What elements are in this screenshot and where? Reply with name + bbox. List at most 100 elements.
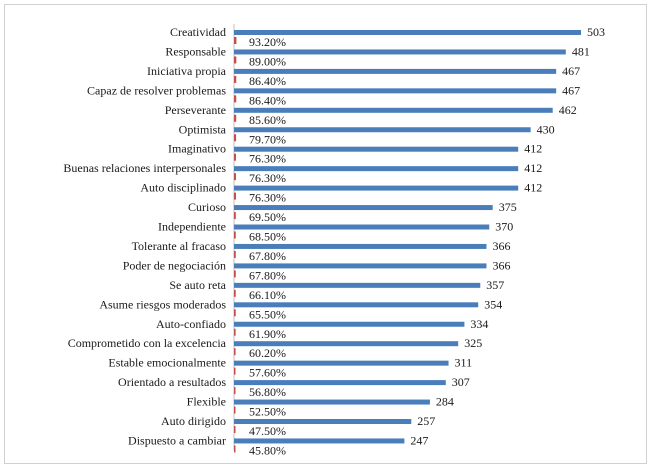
percent-label: 89.00% (249, 54, 286, 68)
bar-count (234, 282, 481, 288)
value-label: 430 (537, 122, 555, 136)
bar-percent (234, 406, 236, 414)
percent-label: 67.80% (249, 249, 286, 263)
category-label: Comprometido con la excelencia (68, 336, 227, 350)
bar-count (234, 107, 553, 113)
bar-percent (234, 75, 237, 83)
bar-percent (234, 387, 236, 395)
bar-count (234, 399, 430, 405)
percent-label: 76.30% (249, 171, 286, 185)
bar-percent (234, 37, 237, 44)
category-label: Auto dirigido (161, 414, 226, 428)
percent-label: 61.90% (249, 327, 286, 341)
value-label: 311 (455, 356, 473, 370)
percent-label: 56.80% (249, 385, 286, 399)
bar-percent (234, 250, 236, 258)
percent-label: 85.60% (249, 113, 286, 127)
bar-count (234, 243, 487, 249)
bar-percent (234, 173, 236, 181)
category-label: Flexible (187, 395, 226, 409)
bar-count (234, 68, 557, 74)
percent-label: 86.40% (249, 93, 286, 107)
category-label: Optimista (179, 122, 227, 136)
value-label: 481 (572, 44, 590, 58)
bar-count (234, 419, 412, 424)
category-label: Buenas relaciones interpersonales (63, 161, 226, 175)
percent-label: 47.50% (249, 424, 286, 438)
bar-percent (234, 56, 237, 64)
bar-percent (234, 114, 237, 122)
category-label: Imaginativo (168, 142, 226, 156)
category-label: Curioso (188, 200, 226, 214)
bar-count (234, 263, 487, 269)
category-label: Orientado a resultados (118, 375, 226, 389)
percent-label: 57.60% (249, 366, 286, 380)
bar-count (234, 438, 405, 444)
value-label: 503 (587, 25, 605, 39)
value-label: 334 (470, 317, 488, 331)
value-label: 247 (410, 433, 428, 447)
bar-percent (234, 328, 236, 336)
value-label: 357 (486, 278, 504, 292)
percent-label: 60.20% (249, 346, 286, 360)
value-label: 307 (452, 375, 470, 389)
value-label: 467 (562, 64, 580, 78)
bar-percent (234, 153, 236, 161)
bar-count (234, 302, 479, 308)
value-label: 412 (524, 142, 542, 156)
value-label: 412 (524, 161, 542, 175)
bar-count (234, 185, 519, 191)
percent-label: 67.80% (249, 268, 286, 282)
bar-percent (234, 212, 236, 220)
percent-label: 68.50% (249, 230, 286, 244)
category-label: Auto-confiado (156, 317, 226, 331)
value-label: 412 (524, 181, 542, 195)
bar-percent (234, 309, 236, 317)
value-label: 284 (436, 395, 454, 409)
percent-label: 65.50% (249, 307, 286, 321)
percent-label: 93.20% (249, 35, 286, 49)
bar-percent (234, 134, 237, 142)
bar-count (234, 341, 459, 347)
category-label: Perseverante (165, 103, 226, 117)
category-label: Se auto reta (169, 278, 226, 292)
category-label: Capaz de resolver problemas (87, 83, 226, 97)
percent-label: 52.50% (249, 405, 286, 419)
bar-percent (234, 231, 236, 239)
category-label: Dispuesto a cambiar (128, 433, 226, 447)
percent-label: 76.30% (249, 152, 286, 166)
bar-count (234, 88, 557, 94)
bar-percent (234, 367, 236, 375)
category-label: Responsable (165, 44, 226, 58)
bar-percent (234, 192, 236, 200)
category-label: Estable emocionalmente (108, 356, 226, 370)
bar-count (234, 360, 449, 366)
bar-count (234, 321, 465, 327)
bar-count (234, 49, 566, 55)
bar-count (234, 380, 446, 386)
category-label: Poder de negociación (123, 258, 226, 272)
bar-count (234, 205, 493, 211)
value-label: 257 (417, 414, 435, 428)
value-label: 370 (495, 220, 513, 234)
bar-percent (234, 426, 236, 433)
category-label: Iniciativa propia (147, 64, 227, 78)
bar-count (234, 30, 581, 35)
percent-label: 86.40% (249, 74, 286, 88)
chart-frame (4, 4, 647, 464)
bar-percent (234, 95, 237, 103)
value-label: 375 (499, 200, 517, 214)
percent-label: 45.80% (249, 443, 286, 457)
bar-percent (234, 348, 236, 356)
category-label: Auto disciplinado (140, 181, 226, 195)
category-label: Independiente (158, 220, 226, 234)
percent-label: 79.70% (249, 132, 286, 146)
value-label: 366 (492, 239, 510, 253)
bar-count (234, 166, 519, 172)
value-label: 354 (484, 297, 502, 311)
category-label: Tolerante al fracaso (132, 239, 226, 253)
bar-percent (234, 445, 236, 453)
bar-percent (234, 289, 236, 297)
value-label: 462 (559, 103, 577, 117)
